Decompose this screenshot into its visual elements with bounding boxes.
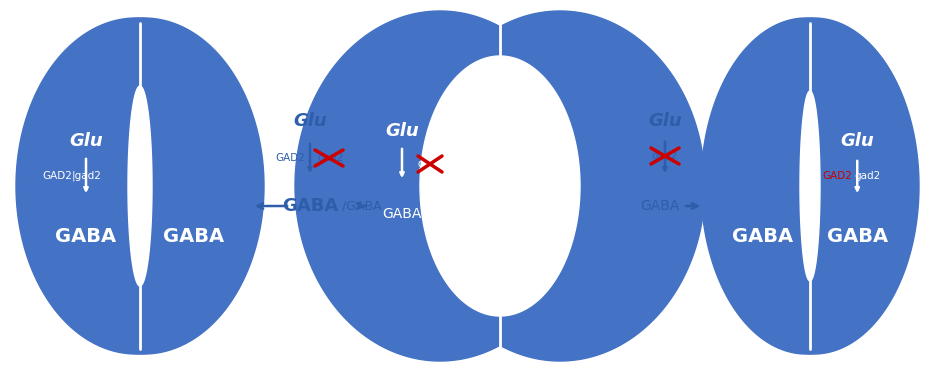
Polygon shape [24,18,264,354]
Text: Glu: Glu [294,112,327,130]
Text: GAD2: GAD2 [823,171,852,181]
Text: Glu: Glu [648,112,682,130]
Text: gad2: gad2 [417,159,441,169]
Text: GABA: GABA [732,226,793,245]
Text: GABA: GABA [281,197,338,215]
Text: Glu: Glu [841,132,874,150]
Text: GABA: GABA [827,226,888,245]
Text: GABA: GABA [640,199,680,213]
Polygon shape [420,56,580,316]
Polygon shape [415,11,705,361]
Polygon shape [800,91,820,281]
Polygon shape [709,18,919,354]
Text: Glu: Glu [69,132,103,150]
Text: |gad2: |gad2 [72,171,102,181]
Text: GABA: GABA [55,226,117,245]
Text: gad2: gad2 [317,153,343,163]
Polygon shape [16,18,256,354]
Text: GABA: GABA [382,207,422,221]
Text: /GABA: /GABA [342,200,381,213]
Text: GAD2: GAD2 [275,153,305,163]
Text: GABA: GABA [164,226,224,245]
Text: GAD2: GAD2 [42,171,72,181]
Polygon shape [295,11,585,361]
Polygon shape [128,86,152,286]
Text: Glu: Glu [385,122,419,140]
Text: gad2: gad2 [855,171,881,181]
Polygon shape [701,18,911,354]
Text: gad2: gad2 [652,151,678,161]
